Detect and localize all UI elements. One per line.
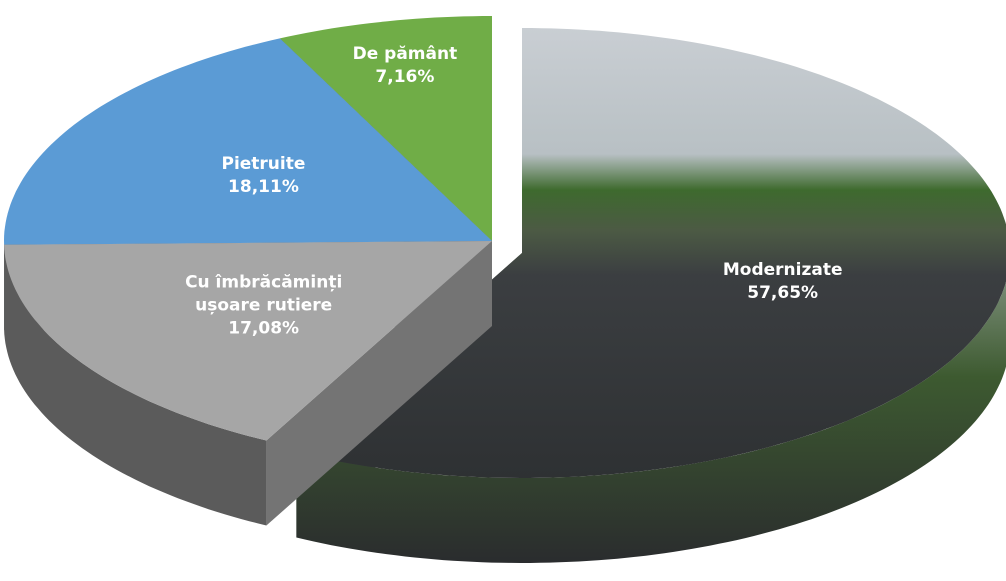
slice-label: Cu îmbrăcăminți ușoare rutiere 17,08% [179, 272, 349, 341]
category-label: Pietruite [221, 154, 306, 175]
value-label: 17,08% [228, 318, 300, 339]
slice [296, 28, 1006, 478]
slice-label: Pietruite 18,11% [168, 153, 358, 199]
value-label: 57,65% [747, 283, 819, 304]
slice [4, 38, 492, 245]
slice [4, 241, 492, 441]
value-label: 7,16% [375, 66, 435, 87]
category-label: Modernizate [722, 260, 843, 281]
slice-outer-wall [296, 281, 1006, 563]
slice-label: Modernizate 57,65% [688, 259, 878, 305]
category-label: Cu îmbrăcăminți ușoare rutiere [185, 272, 343, 316]
slice-outer-wall [4, 244, 267, 526]
slice [279, 16, 492, 241]
slice-label: De pământ 7,16% [310, 43, 500, 89]
value-label: 18,11% [228, 177, 299, 198]
category-label: De pământ [352, 43, 458, 64]
